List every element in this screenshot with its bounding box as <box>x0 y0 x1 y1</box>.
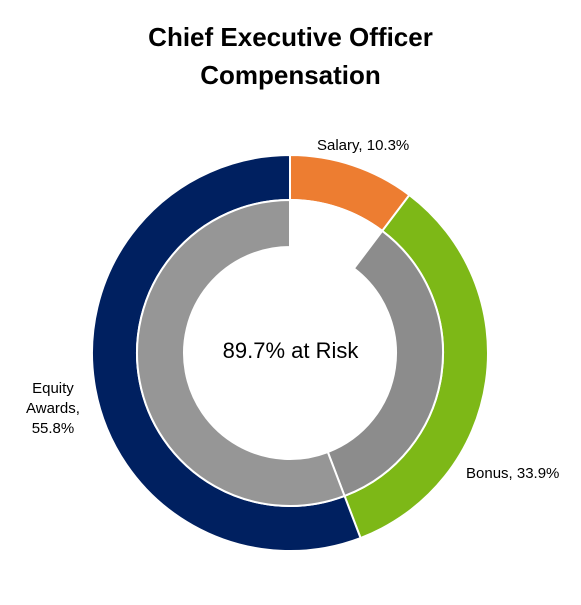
label-equity-line-3: 55.8% <box>31 420 75 437</box>
label-equity-line-2: Awards, <box>26 400 80 417</box>
inner-ring-segment-1 <box>326 229 444 498</box>
chart-title-line-1: Chief Executive Officer <box>148 22 433 52</box>
label-equity-awards: Equity Awards, 55.8% <box>26 379 80 439</box>
center-label: 89.7% at Risk <box>222 338 359 363</box>
label-salary: Salary, 10.3% <box>317 137 410 154</box>
inner-ring-segment-2 <box>136 198 346 507</box>
chart-title: Chief Executive Officer Compensation <box>0 18 581 94</box>
chart-title-line-2: Compensation <box>200 60 381 90</box>
label-bonus: Bonus, 33.9% <box>466 465 560 482</box>
label-equity-line-1: Equity <box>32 380 74 397</box>
